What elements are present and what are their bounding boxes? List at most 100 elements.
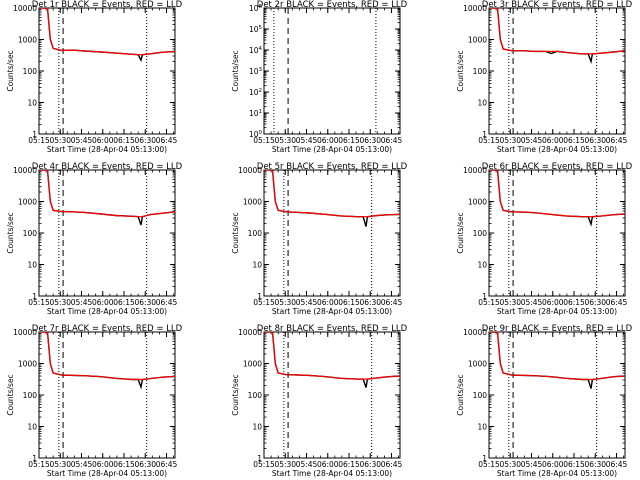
lld-series-line bbox=[264, 332, 400, 380]
events-series-line bbox=[264, 170, 400, 227]
y-axis-label: Counts/sec bbox=[6, 212, 15, 253]
x-tick-label: 05:15 bbox=[28, 136, 50, 145]
x-tick-label: 06:30 bbox=[359, 298, 381, 307]
lld-series-line bbox=[39, 8, 175, 56]
x-axis-label: Start Time (28-Apr-04 05:13:00) bbox=[497, 469, 617, 478]
y-tick-label: 102 bbox=[249, 88, 262, 97]
y-axis-label: Counts/sec bbox=[231, 212, 240, 253]
y-tick-label: 101 bbox=[249, 109, 262, 118]
x-tick-label: 05:45 bbox=[521, 136, 543, 145]
x-tick-label: 05:30 bbox=[49, 136, 71, 145]
detector-panel-7: Det 7r BLACK = Events, RED = LLD 1 10 100 10… bbox=[6, 324, 183, 478]
x-tick-label: 05:15 bbox=[478, 136, 500, 145]
x-tick-label: 06:15 bbox=[563, 298, 585, 307]
detector-panel-9: Det 9r BLACK = Events, RED = LLD 1 10 100 10… bbox=[456, 324, 633, 478]
x-tick-label: 05:15 bbox=[253, 298, 275, 307]
x-tick-label: 05:30 bbox=[274, 460, 296, 469]
plot-frame bbox=[263, 7, 401, 135]
y-tick-label: 10000 bbox=[463, 166, 487, 175]
x-tick-label: 06:00 bbox=[92, 298, 114, 307]
y-tick-label: 1 bbox=[32, 130, 37, 139]
x-tick-label: 05:30 bbox=[49, 460, 71, 469]
detector-panel-1: Det 1r BLACK = Events, RED = LLD 1 10 100 10… bbox=[6, 0, 183, 154]
y-tick-label: 100 bbox=[23, 391, 38, 400]
y-tick-label: 100 bbox=[248, 229, 263, 238]
y-tick-label: 1 bbox=[32, 292, 37, 301]
detector-panel-3: Det 3r BLACK = Events, RED = LLD 1 10 100 10… bbox=[456, 0, 633, 154]
plot-frame bbox=[488, 331, 626, 459]
y-tick-label: 10000 bbox=[13, 4, 37, 13]
panel-title: Det 1r BLACK = Events, RED = LLD bbox=[32, 0, 183, 10]
y-tick-label: 10000 bbox=[463, 328, 487, 337]
y-tick-label: 10000 bbox=[238, 328, 262, 337]
x-tick-label: 05:15 bbox=[253, 460, 275, 469]
x-tick-label: 05:45 bbox=[71, 298, 93, 307]
x-tick-label: 05:30 bbox=[274, 136, 296, 145]
x-axis-label: Start Time (28-Apr-04 05:13:00) bbox=[47, 469, 167, 478]
x-axis-label: Start Time (28-Apr-04 05:13:00) bbox=[47, 145, 167, 154]
y-tick-label: 103 bbox=[249, 67, 263, 76]
x-tick-label: 06:15 bbox=[113, 298, 135, 307]
y-tick-label: 104 bbox=[249, 46, 263, 55]
y-tick-label: 1000 bbox=[243, 198, 262, 207]
y-tick-label: 1000 bbox=[468, 198, 487, 207]
panel-title: Det 4r BLACK = Events, RED = LLD bbox=[32, 162, 183, 172]
y-tick-label: 10000 bbox=[463, 4, 487, 13]
x-tick-label: 06:15 bbox=[338, 298, 360, 307]
x-tick-label: 06:15 bbox=[338, 460, 360, 469]
events-series-line bbox=[39, 170, 175, 226]
lld-series-line bbox=[39, 332, 175, 381]
y-tick-label: 1000 bbox=[468, 360, 487, 369]
y-tick-label: 1 bbox=[257, 292, 262, 301]
x-tick-label: 06:00 bbox=[317, 460, 339, 469]
plot-frame bbox=[488, 7, 626, 135]
detector-panel-2: Det 2r BLACK = Events, RED = LLD 100 101 10… bbox=[231, 0, 408, 154]
x-tick-label: 06:30 bbox=[134, 460, 156, 469]
x-tick-label: 05:45 bbox=[296, 136, 318, 145]
lld-series-line bbox=[39, 170, 175, 218]
y-tick-label: 106 bbox=[249, 4, 263, 13]
x-axis-label: Start Time (28-Apr-04 05:13:00) bbox=[497, 307, 617, 316]
panel-title: Det 3r BLACK = Events, RED = LLD bbox=[482, 0, 633, 10]
x-tick-label: 05:45 bbox=[71, 460, 93, 469]
plot-frame bbox=[38, 7, 176, 135]
y-tick-label: 1 bbox=[482, 454, 487, 463]
x-tick-label: 06:15 bbox=[563, 460, 585, 469]
y-tick-label: 1 bbox=[482, 292, 487, 301]
x-tick-label: 06:30 bbox=[359, 136, 381, 145]
y-tick-label: 1000 bbox=[18, 198, 37, 207]
x-tick-label: 06:30 bbox=[134, 136, 156, 145]
y-axis-label: Counts/sec bbox=[456, 50, 465, 91]
y-tick-label: 1000 bbox=[18, 36, 37, 45]
y-tick-label: 1 bbox=[257, 454, 262, 463]
y-tick-label: 100 bbox=[249, 130, 263, 139]
lld-series-line bbox=[264, 170, 400, 218]
panel-title: Det 7r BLACK = Events, RED = LLD bbox=[32, 324, 183, 334]
x-tick-label: 05:30 bbox=[499, 298, 521, 307]
panel-title: Det 2r BLACK = Events, RED = LLD bbox=[257, 0, 408, 10]
x-tick-label: 06:45 bbox=[156, 460, 178, 469]
x-tick-label: 05:45 bbox=[521, 460, 543, 469]
x-tick-label: 05:15 bbox=[478, 460, 500, 469]
lld-series-line bbox=[489, 170, 625, 218]
panel-title: Det 6r BLACK = Events, RED = LLD bbox=[482, 162, 633, 172]
x-axis-label: Start Time (28-Apr-04 05:13:00) bbox=[497, 145, 617, 154]
events-series-line bbox=[489, 332, 625, 389]
events-series-line bbox=[264, 332, 400, 388]
x-tick-label: 06:45 bbox=[606, 460, 628, 469]
y-axis-label: Counts/sec bbox=[456, 374, 465, 415]
lld-series-line bbox=[489, 8, 625, 55]
x-tick-label: 06:15 bbox=[338, 136, 360, 145]
x-tick-label: 06:45 bbox=[381, 136, 403, 145]
x-tick-label: 06:45 bbox=[606, 298, 628, 307]
x-tick-label: 06:30 bbox=[584, 460, 606, 469]
y-tick-label: 10 bbox=[252, 261, 262, 270]
plot-frame bbox=[263, 331, 401, 459]
x-tick-label: 06:30 bbox=[584, 298, 606, 307]
y-tick-label: 100 bbox=[23, 229, 38, 238]
x-tick-label: 06:30 bbox=[359, 460, 381, 469]
x-tick-label: 06:45 bbox=[381, 298, 403, 307]
x-axis-label: Start Time (28-Apr-04 05:13:00) bbox=[272, 145, 392, 154]
y-tick-label: 100 bbox=[248, 391, 263, 400]
